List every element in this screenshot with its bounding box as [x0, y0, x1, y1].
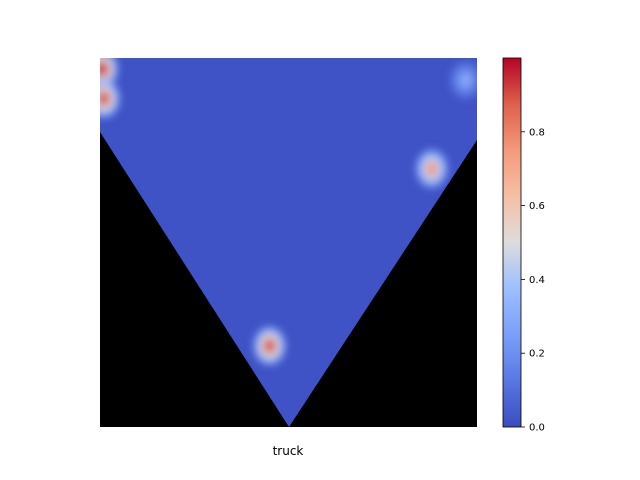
hotspot-4-ring-2 — [459, 72, 472, 88]
x-axis-label: truck — [273, 444, 304, 458]
colorbar-tick-label: 0.8 — [529, 127, 545, 138]
hotspot-3-ring-2 — [263, 338, 276, 354]
colorbar — [502, 57, 522, 428]
colorbar-tick-label: 0.4 — [529, 275, 545, 286]
hotspot-layer — [100, 58, 477, 366]
colorbar-tick-label: 0.2 — [529, 349, 545, 360]
hotspot-1-ring-2 — [100, 91, 110, 106]
colorbar-ticks: 0.0 0.2 0.4 0.6 0.8 — [521, 127, 545, 434]
hotspot-2-ring-2 — [425, 161, 438, 176]
hotspot-0-ring-2 — [100, 61, 108, 77]
colorbar-tick-label: 0.6 — [529, 201, 545, 212]
colorbar-tick-label: 0.0 — [529, 423, 545, 434]
